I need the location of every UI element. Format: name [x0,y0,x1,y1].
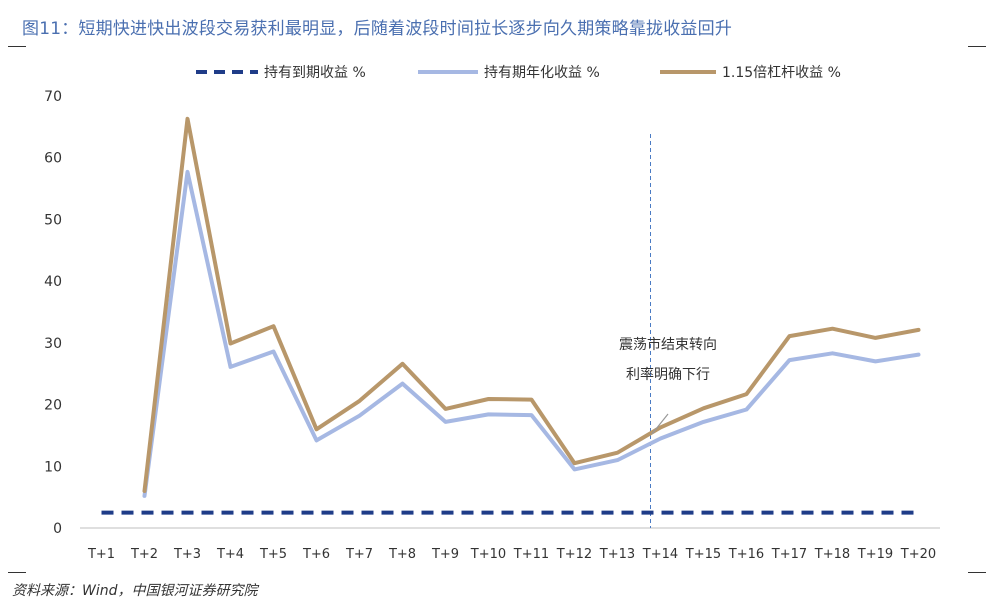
y-tick-label: 60 [44,151,62,167]
series-line-3 [142,116,921,493]
annotation-text: 震荡市结束转向 [619,336,717,353]
x-tick-label: T+10 [470,547,506,562]
x-tick-label: T+19 [857,547,893,562]
legend-label-1: 持有到期收益 % [264,65,366,81]
x-tick-label: T+18 [814,547,850,562]
x-tick-label: T+20 [900,547,936,562]
x-tick-label: T+16 [728,547,764,562]
x-tick-label: T+5 [259,547,287,562]
y-tick-label: 70 [44,89,62,105]
x-tick-label: T+1 [87,547,115,562]
x-tick-label: T+8 [388,547,416,562]
x-tick-label: T+3 [173,547,201,562]
x-tick-label: T+2 [130,547,158,562]
corner-mark-bottom-right [968,572,986,573]
x-tick-label: T+14 [642,547,678,562]
x-tick-label: T+4 [216,547,244,562]
annotation-arrow [651,413,669,435]
y-tick-label: 20 [44,398,62,414]
legend-label-3: 1.15倍杠杆收益 % [722,65,841,81]
corner-mark-top-left [8,46,26,47]
y-tick-label: 50 [44,212,62,228]
annotation-text: 利率明确下行 [626,366,710,383]
y-tick-label: 0 [53,521,62,537]
y-tick-label: 30 [44,336,62,352]
source-note: 资料来源：Wind，中国银河证券研究院 [12,583,258,599]
series-line-2 [142,169,921,498]
x-tick-label: T+15 [685,547,721,562]
x-tick-label: T+11 [513,547,549,562]
corner-mark-top-right [968,46,986,47]
legend-label-2: 持有期年化收益 % [484,65,600,81]
x-tick-label: T+6 [302,547,330,562]
corner-mark-bottom-left [8,572,26,573]
y-tick-label: 40 [44,274,62,290]
y-tick-label: 10 [44,459,62,475]
x-tick-label: T+7 [345,547,373,562]
x-tick-label: T+12 [556,547,592,562]
chart-title: 图11：短期快进快出波段交易获利最明显，后随着波段时间拉长逐步向久期策略靠拢收益… [22,19,733,39]
x-tick-label: T+9 [431,547,459,562]
x-tick-label: T+17 [771,547,807,562]
x-tick-label: T+13 [599,547,635,562]
